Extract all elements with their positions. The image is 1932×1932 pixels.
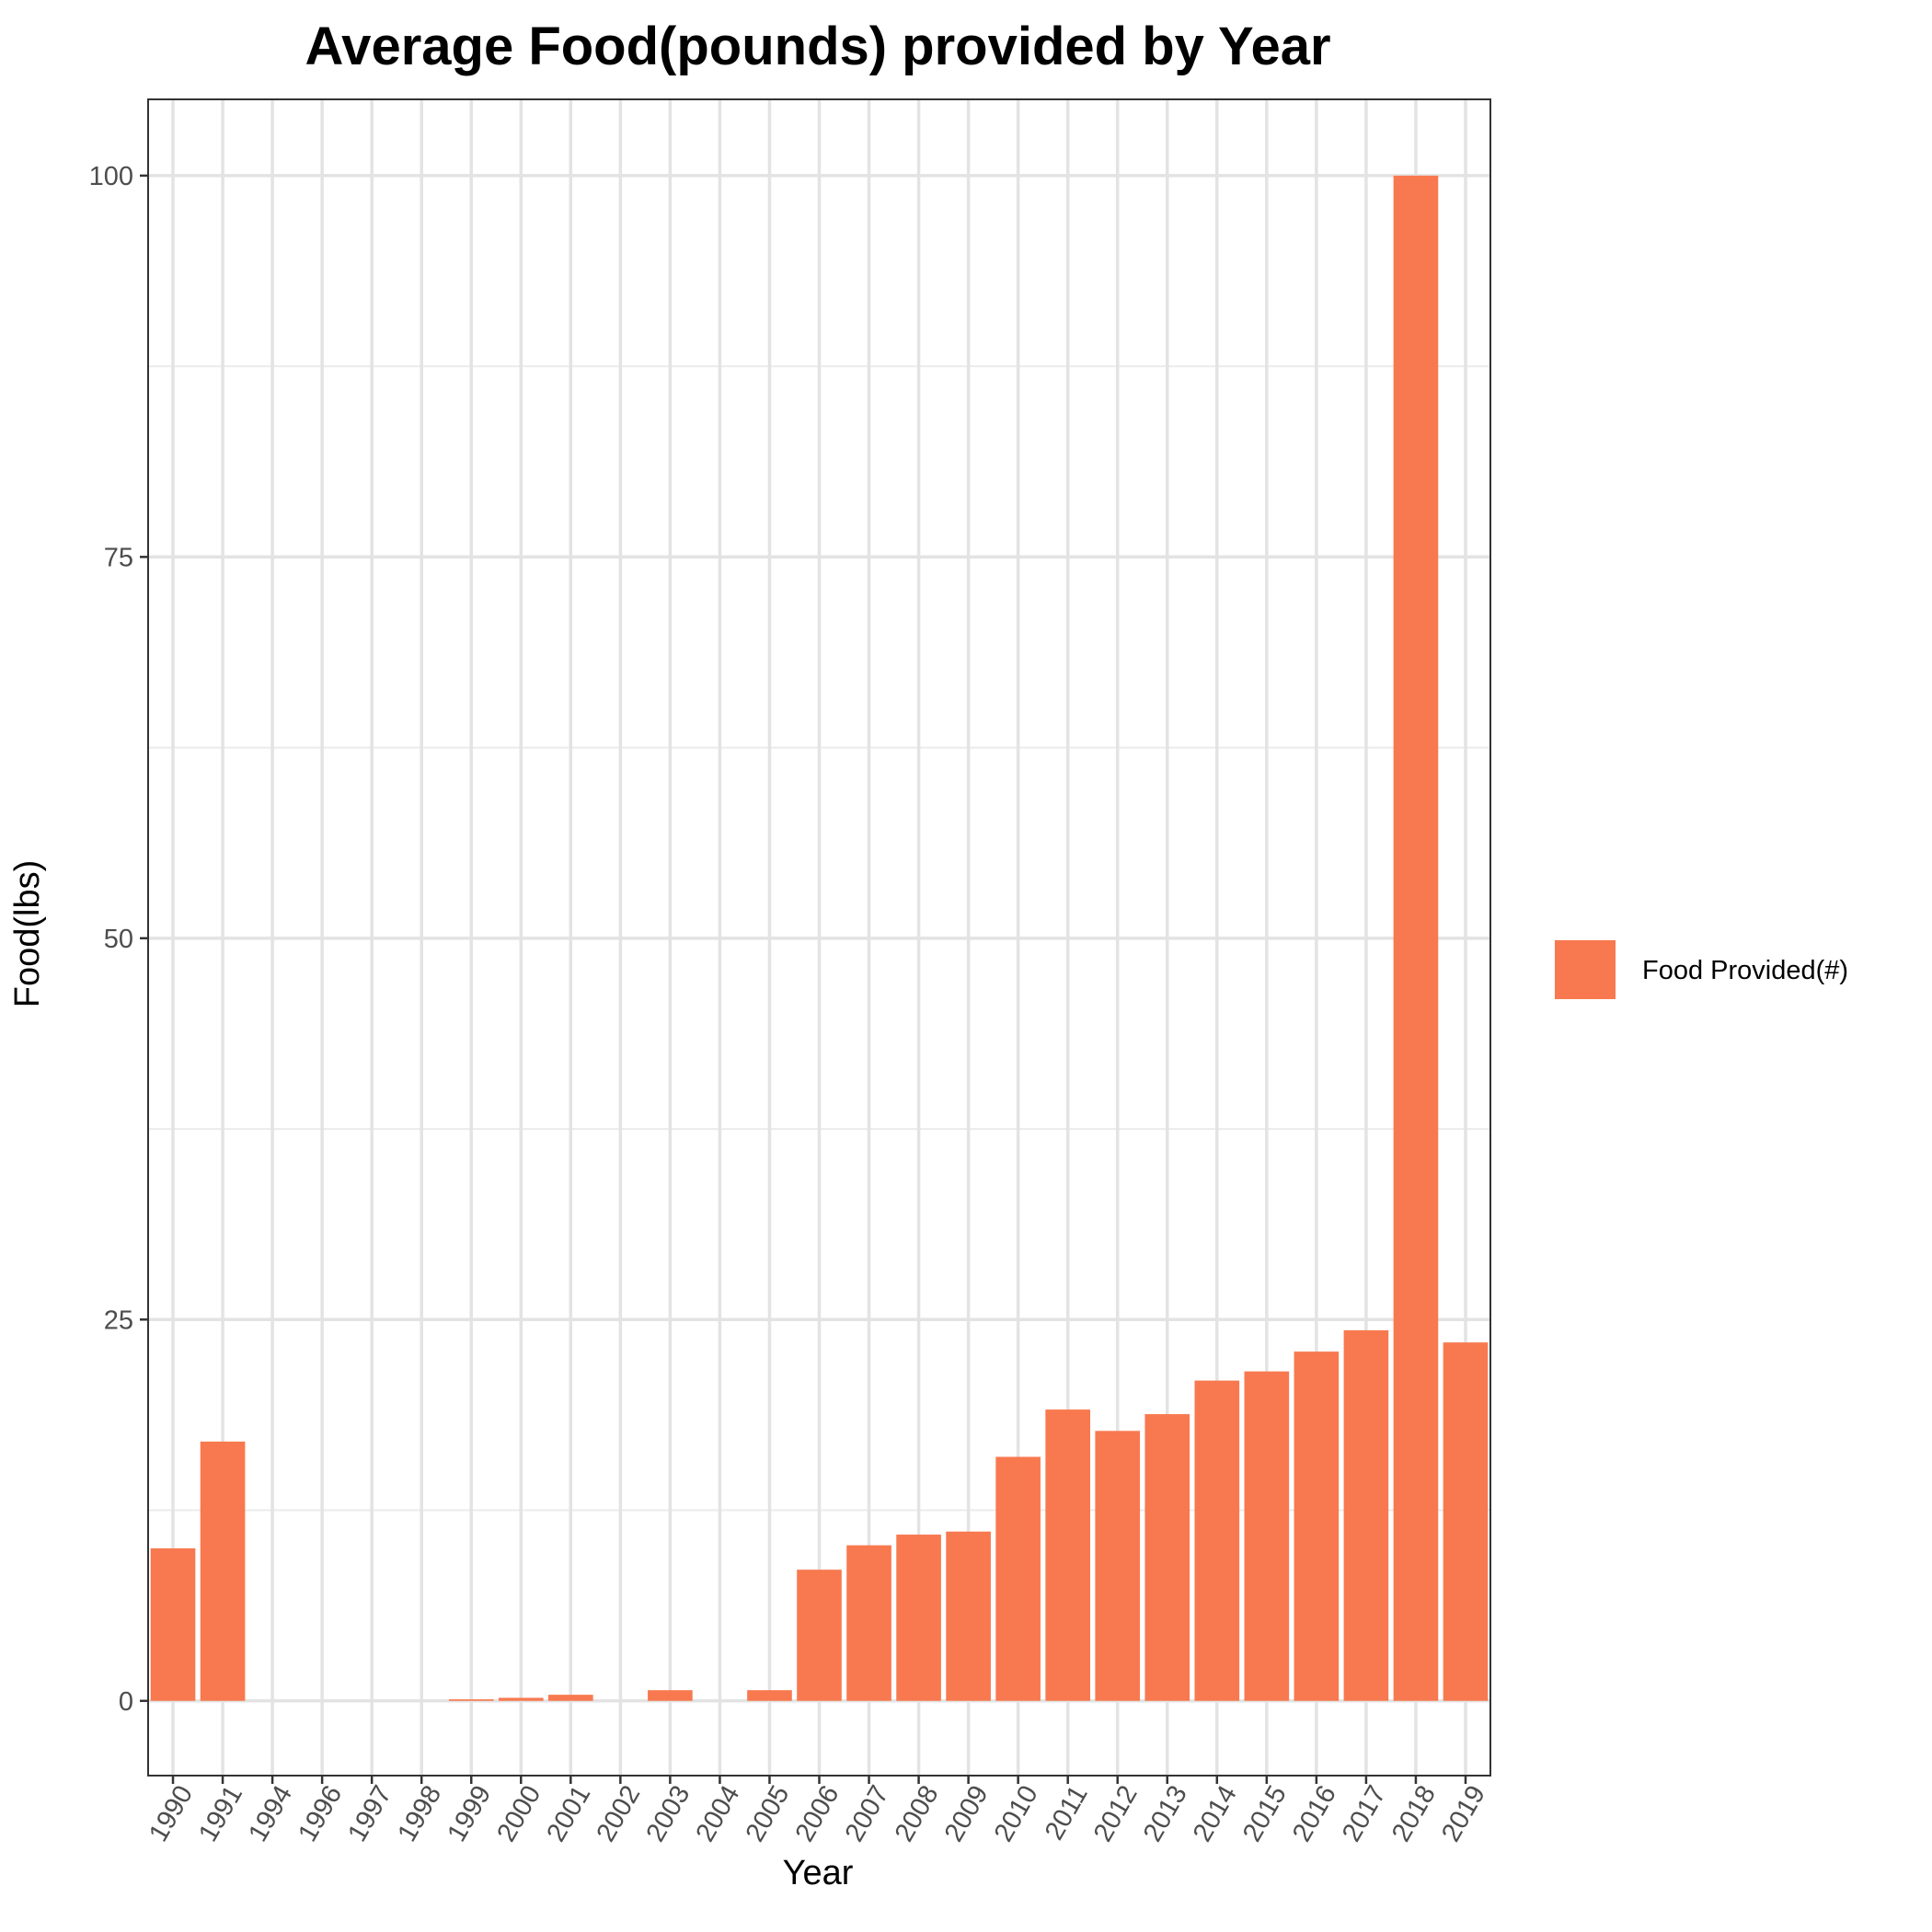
x-tick-label: 2014 bbox=[1188, 1781, 1243, 1847]
x-tick-label: 1991 bbox=[193, 1781, 248, 1847]
bar-2014 bbox=[1194, 1380, 1240, 1701]
x-tick-label: 2003 bbox=[640, 1781, 696, 1847]
x-axis: 1990199119941996199719981999200020012002… bbox=[144, 1776, 1491, 1846]
x-tick-label: 1999 bbox=[442, 1781, 497, 1847]
y-tick-label: 50 bbox=[104, 925, 133, 954]
y-tick-label: 0 bbox=[119, 1687, 133, 1717]
x-tick-label: 2008 bbox=[890, 1781, 945, 1847]
bar-2018 bbox=[1393, 175, 1439, 1701]
bar-2013 bbox=[1144, 1414, 1190, 1701]
bar-2006 bbox=[797, 1570, 842, 1701]
bar-2000 bbox=[498, 1697, 544, 1701]
bar-2016 bbox=[1294, 1351, 1340, 1701]
x-tick-label: 2006 bbox=[790, 1781, 845, 1847]
x-tick-label: 1994 bbox=[243, 1781, 298, 1847]
x-tick-label: 2011 bbox=[1040, 1781, 1094, 1846]
bar-2009 bbox=[946, 1531, 991, 1701]
x-tick-label: 1990 bbox=[144, 1781, 199, 1847]
bar-2019 bbox=[1443, 1342, 1489, 1701]
x-tick-label: 2013 bbox=[1138, 1781, 1193, 1847]
x-tick-label: 2000 bbox=[491, 1781, 546, 1847]
x-tick-label: 2001 bbox=[541, 1781, 596, 1847]
x-tick-label: 2009 bbox=[939, 1781, 995, 1847]
grid bbox=[148, 99, 1490, 1776]
x-tick-label: 2004 bbox=[691, 1781, 746, 1847]
bar-2003 bbox=[648, 1690, 693, 1701]
bars bbox=[150, 175, 1489, 1701]
y-axis-title: Food(lbs) bbox=[8, 860, 47, 1008]
legend-label-food-provided: Food Provided(#) bbox=[1642, 956, 1848, 985]
bar-2015 bbox=[1244, 1371, 1290, 1701]
bar-2001 bbox=[547, 1695, 593, 1701]
x-tick-label: 2012 bbox=[1088, 1781, 1144, 1847]
x-tick-label: 1998 bbox=[392, 1781, 447, 1847]
legend: Food Provided(#) bbox=[1555, 940, 1848, 999]
x-tick-label: 2002 bbox=[591, 1781, 646, 1847]
x-tick-label: 2010 bbox=[989, 1781, 1044, 1847]
x-tick-label: 2018 bbox=[1386, 1781, 1442, 1847]
y-tick-label: 100 bbox=[89, 162, 133, 191]
legend-key-food-provided bbox=[1555, 940, 1616, 999]
bar-2010 bbox=[995, 1456, 1041, 1701]
bar-2005 bbox=[747, 1690, 792, 1701]
x-tick-label: 2017 bbox=[1337, 1781, 1392, 1847]
chart-title: Average Food(pounds) provided by Year bbox=[305, 17, 1330, 76]
bar-1991 bbox=[200, 1441, 246, 1701]
x-axis-title: Year bbox=[783, 1854, 854, 1892]
x-tick-label: 1997 bbox=[342, 1781, 397, 1847]
bar-2012 bbox=[1095, 1431, 1141, 1701]
y-tick-label: 75 bbox=[104, 543, 133, 572]
y-axis: 0 25 50 75 100 bbox=[89, 162, 148, 1717]
x-tick-label: 2019 bbox=[1436, 1781, 1491, 1847]
x-tick-label: 2015 bbox=[1237, 1781, 1293, 1847]
x-tick-label: 2016 bbox=[1287, 1781, 1342, 1847]
bar-2008 bbox=[896, 1535, 941, 1701]
bar-1990 bbox=[150, 1547, 196, 1701]
bar-2011 bbox=[1045, 1409, 1091, 1701]
bar-1999 bbox=[448, 1699, 494, 1701]
bar-2007 bbox=[846, 1545, 891, 1701]
y-tick-label: 25 bbox=[104, 1305, 133, 1335]
x-tick-label: 2007 bbox=[840, 1781, 895, 1847]
x-tick-label: 1996 bbox=[293, 1781, 348, 1847]
bar-2017 bbox=[1343, 1329, 1389, 1701]
x-tick-label: 2005 bbox=[741, 1781, 796, 1847]
